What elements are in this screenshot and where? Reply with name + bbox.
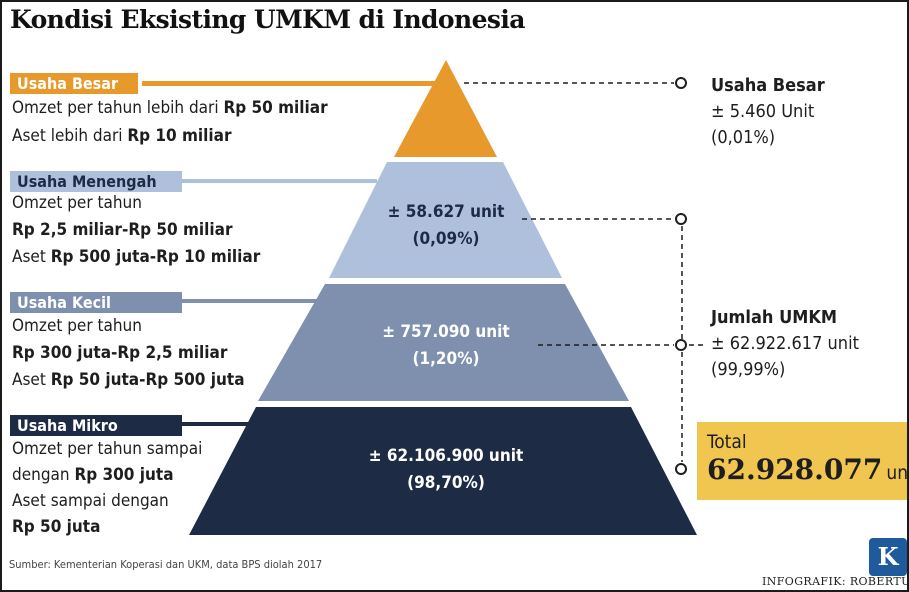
tier-besar-shape — [394, 60, 497, 157]
tier-kecil-shape — [258, 284, 629, 401]
besar-connector — [142, 81, 442, 86]
tier-label-menengah: Usaha Menengah — [10, 171, 182, 192]
connector-nodes — [675, 77, 687, 475]
tier-label-kecil: Usaha Kecil — [10, 292, 182, 313]
tier-mikro-shape — [189, 407, 697, 535]
source-note: Sumber: Kementerian Koperasi dan UKM, da… — [9, 558, 323, 571]
kecil-omzet: Omzet per tahun — [12, 316, 142, 336]
menengah-omzet-range: Rp 2,5 miliar-Rp 50 miliar — [12, 220, 233, 240]
kompas-logo-icon: K — [869, 538, 907, 576]
menengah-aset: Aset Rp 500 juta-Rp 10 miliar — [12, 247, 261, 267]
mikro-aset: Aset sampai dengan — [12, 491, 169, 511]
tier-menengah-shape — [329, 162, 562, 278]
mikro-omzet-limit: dengan Rp 300 juta — [12, 465, 174, 485]
mikro-aset-limit: Rp 50 juta — [12, 517, 101, 537]
page-title: Kondisi Eksisting UMKM di Indonesia — [10, 5, 525, 34]
total-value-row: 62.928.077unit — [707, 453, 909, 486]
besar-summary: Usaha Besar ± 5.460 Unit (0,01%) — [711, 75, 825, 148]
total-value: 62.928.077 — [707, 453, 883, 486]
kecil-count: ± 757.090 unit (1,20%) — [382, 322, 510, 369]
credit-note: INFOGRAFIK: ROBERTUS — [762, 575, 909, 588]
mikro-omzet: Omzet per tahun sampai — [12, 439, 203, 459]
kecil-aset: Aset Rp 50 juta-Rp 500 juta — [12, 370, 245, 390]
kecil-omzet-range: Rp 300 juta-Rp 2,5 miliar — [12, 343, 228, 363]
total-box: Total 62.928.077unit — [697, 422, 909, 500]
menengah-omzet: Omzet per tahun — [12, 193, 142, 213]
tier-label-mikro: Usaha Mikro — [10, 415, 182, 436]
menengah-count: ± 58.627 unit (0,09%) — [387, 202, 505, 249]
mikro-count: ± 62.106.900 unit (98,70%) — [368, 446, 524, 493]
besar-omzet: Omzet per tahun lebih dari Rp 50 miliar — [12, 98, 328, 118]
total-label: Total — [707, 431, 747, 453]
mikro-connector — [182, 422, 262, 426]
umkm-summary: Jumlah UMKM ± 62.922.617 unit (99,99%) — [711, 307, 859, 380]
tier-label-besar: Usaha Besar — [10, 73, 138, 94]
menengah-connector — [182, 179, 377, 183]
total-unit: unit — [886, 462, 909, 484]
kecil-connector — [182, 299, 317, 303]
besar-aset: Aset lebih dari Rp 10 miliar — [12, 126, 232, 146]
